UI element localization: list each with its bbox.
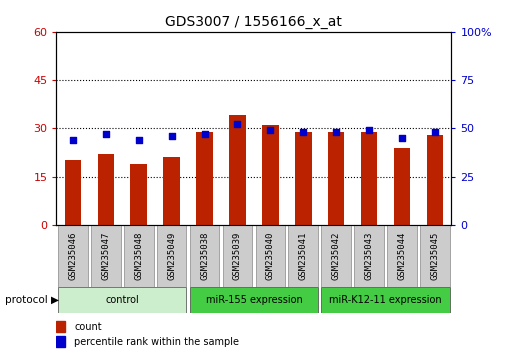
Text: GSM235042: GSM235042 [332,232,341,280]
Bar [322,225,351,287]
Bar [190,287,318,313]
Text: GSM235046: GSM235046 [68,232,77,280]
Text: GSM235048: GSM235048 [134,232,143,280]
Text: control: control [105,295,139,305]
Text: GSM235038: GSM235038 [200,232,209,280]
Point [168,133,176,139]
Text: GSM235044: GSM235044 [398,232,407,280]
Bar [328,132,344,225]
Bar [65,160,81,225]
Bar [427,135,443,225]
Bar [420,225,450,287]
Bar [394,148,410,225]
Bar [229,115,246,225]
Bar [262,125,279,225]
Bar [190,225,220,287]
Point [299,129,307,135]
Bar [361,132,378,225]
Point [134,137,143,143]
Text: miR-K12-11 expression: miR-K12-11 expression [329,295,442,305]
Bar [196,132,213,225]
Bar [354,225,384,287]
Point [365,127,373,133]
Point [233,122,242,127]
Text: GSM235043: GSM235043 [365,232,373,280]
Bar [56,321,65,332]
Text: GSM235040: GSM235040 [266,232,275,280]
Bar [91,225,121,287]
Title: GDS3007 / 1556166_x_at: GDS3007 / 1556166_x_at [166,16,342,29]
Text: GSM235047: GSM235047 [101,232,110,280]
Text: protocol ▶: protocol ▶ [5,295,59,305]
Bar [56,336,65,347]
Bar [164,157,180,225]
Bar [223,225,252,287]
Text: GSM235049: GSM235049 [167,232,176,280]
Bar [130,164,147,225]
Text: percentile rank within the sample: percentile rank within the sample [74,337,239,347]
Bar [322,287,450,313]
Bar [157,225,186,287]
Point [398,135,406,141]
Point [431,129,439,135]
Text: GSM235039: GSM235039 [233,232,242,280]
Point [69,137,77,143]
Point [266,127,274,133]
Bar [58,225,88,287]
Point [102,131,110,137]
Text: count: count [74,321,102,332]
Text: GSM235045: GSM235045 [430,232,440,280]
Text: miR-155 expression: miR-155 expression [206,295,302,305]
Text: GSM235041: GSM235041 [299,232,308,280]
Bar [58,287,186,313]
Point [332,129,340,135]
Bar [97,154,114,225]
Bar [255,225,285,287]
Bar [288,225,318,287]
Point [201,131,209,137]
Bar [124,225,153,287]
Bar [387,225,417,287]
Bar [295,132,311,225]
